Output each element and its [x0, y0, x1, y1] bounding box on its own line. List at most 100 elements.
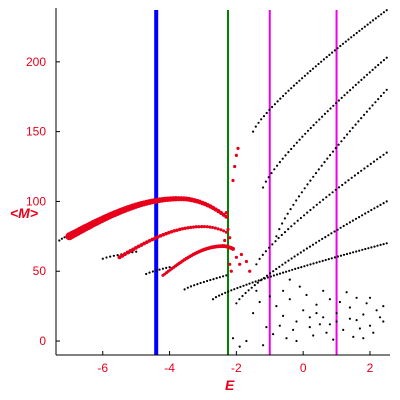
black-point-7-19 — [329, 154, 332, 157]
red-point-1-12 — [150, 237, 155, 242]
black-point-7-11 — [306, 183, 309, 186]
black-point-4-24 — [285, 270, 288, 273]
black-point-2-2 — [151, 270, 154, 273]
black-scatter-point-49 — [382, 305, 385, 308]
black-point-0-0 — [58, 239, 61, 242]
black-scatter-point-41 — [322, 289, 325, 292]
black-point-8-35 — [360, 78, 363, 81]
black-point-3-1 — [186, 286, 189, 289]
red-marker-0 — [231, 178, 235, 183]
black-point-3-9 — [212, 278, 215, 281]
black-point-8-11 — [292, 144, 296, 147]
black-point-6-15 — [303, 214, 306, 217]
black-point-6-22 — [325, 196, 328, 199]
black-point-7-27 — [351, 126, 354, 129]
black-point-9-8 — [273, 103, 276, 106]
black-point-6-21 — [322, 198, 325, 201]
black-point-7-12 — [309, 179, 312, 182]
black-point-9-4 — [262, 115, 266, 118]
y-tick-label-4: 200 — [26, 55, 46, 69]
black-point-8-4 — [273, 168, 276, 171]
black-scatter-point-33 — [278, 324, 281, 327]
black-point-8-7 — [281, 157, 284, 160]
black-point-5-37 — [348, 221, 351, 224]
black-point-9-17 — [298, 79, 301, 82]
black-point-8-12 — [295, 141, 298, 144]
black-point-7-15 — [317, 168, 320, 171]
black-point-6-34 — [363, 167, 366, 170]
black-point-9-15 — [292, 84, 296, 87]
red-point-1-28 — [194, 225, 198, 229]
black-point-8-42 — [379, 61, 383, 64]
black-point-4-19 — [269, 275, 272, 278]
black-point-9-37 — [352, 34, 355, 37]
black-point-9-48 — [382, 11, 385, 14]
black-point-4-15 — [257, 279, 260, 282]
black-point-7-21 — [334, 147, 337, 150]
black-point-8-37 — [365, 73, 369, 76]
black-point-9-33 — [341, 42, 345, 45]
black-point-6-7 — [277, 236, 280, 240]
black-point-9-43 — [369, 21, 372, 24]
black-point-4-10 — [242, 284, 245, 287]
black-point-8-41 — [377, 63, 380, 67]
black-scatter-point-51 — [328, 298, 331, 301]
red-point-1-16 — [161, 232, 166, 237]
black-point-5-18 — [290, 257, 293, 260]
black-point-2-6 — [165, 266, 168, 269]
black-point-9-11 — [282, 94, 285, 98]
red-point-1-30 — [200, 224, 204, 229]
black-point-6-32 — [357, 172, 360, 175]
black-point-0-1 — [60, 237, 64, 240]
black-scatter-point-1 — [258, 300, 261, 304]
black-scatter-point-4 — [282, 314, 285, 317]
black-scatter-point-45 — [315, 312, 318, 315]
black-point-1-1 — [105, 256, 108, 259]
red-point-1-18 — [167, 230, 171, 235]
black-point-9-44 — [371, 19, 375, 22]
black-point-8-27 — [337, 99, 340, 102]
black-scatter-point-55 — [348, 317, 351, 320]
black-point-9-3 — [260, 118, 263, 121]
black-point-5-3 — [244, 291, 247, 295]
black-point-4-36 — [321, 259, 324, 262]
black-point-4-48 — [358, 249, 361, 252]
black-scatter-point-22 — [312, 334, 315, 337]
x-tick-label-0: -6 — [97, 361, 108, 375]
black-point-6-33 — [360, 169, 363, 172]
black-point-series — [58, 9, 388, 348]
black-point-4-47 — [355, 250, 358, 253]
black-scatter-point-52 — [355, 296, 358, 299]
black-point-8-22 — [323, 112, 326, 115]
black-point-9-12 — [284, 92, 287, 95]
black-point-8-17 — [309, 126, 312, 130]
black-scatter-point-37 — [238, 345, 241, 348]
red-point-1-14 — [155, 235, 160, 239]
black-scatter-point-12 — [335, 312, 338, 315]
black-point-9-24 — [317, 62, 320, 66]
black-point-6-37 — [372, 160, 376, 163]
black-point-5-21 — [299, 251, 302, 254]
black-scatter-point-39 — [255, 289, 258, 292]
red-marker-8 — [244, 259, 248, 264]
black-point-9-25 — [320, 60, 323, 63]
black-point-6-20 — [318, 201, 321, 204]
red-point-1-35 — [213, 226, 217, 230]
black-point-6-27 — [341, 183, 344, 187]
black-point-4-46 — [352, 251, 355, 254]
black-point-9-39 — [358, 29, 361, 32]
black-point-4-28 — [297, 266, 300, 270]
red-marker-2 — [234, 153, 238, 157]
red-marker-11 — [228, 262, 232, 266]
black-point-4-0 — [211, 298, 215, 301]
black-point-3-7 — [206, 279, 209, 283]
black-point-7-7 — [295, 199, 298, 202]
black-point-4-41 — [336, 255, 339, 258]
red-point-1-19 — [169, 230, 174, 234]
red-point-1-26 — [189, 225, 193, 230]
red-point-1-36 — [216, 227, 220, 231]
black-point-7-31 — [363, 113, 366, 116]
black-point-5-0 — [235, 302, 238, 305]
black-point-1-9 — [135, 250, 138, 253]
black-point-9-22 — [311, 67, 315, 70]
